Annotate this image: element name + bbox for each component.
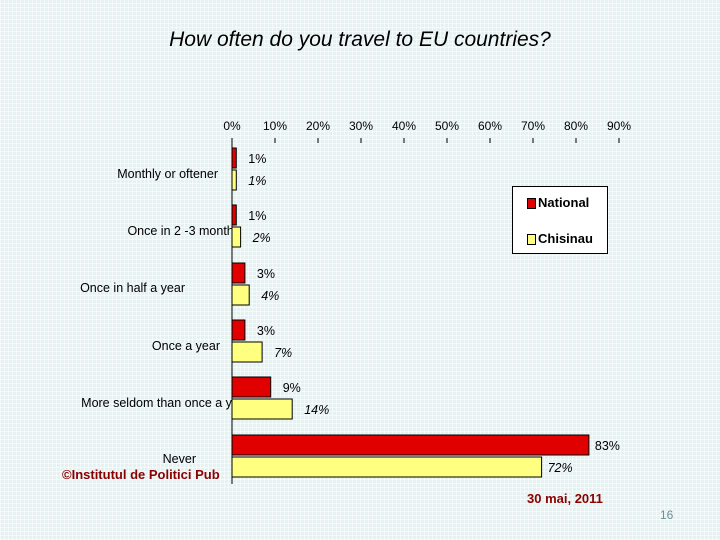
slide-title: How often do you travel to EU countries? — [169, 28, 551, 51]
data-label-chisinau: 1% — [248, 174, 266, 188]
x-tick-label: 80% — [564, 119, 588, 133]
category-label: Monthly or oftener — [117, 167, 218, 181]
x-tick-label: 70% — [521, 119, 545, 133]
legend-swatch-chisinau — [527, 234, 536, 245]
legend-label-national: National — [538, 195, 590, 210]
data-label-national: 3% — [257, 324, 275, 338]
x-tick-label: 20% — [306, 119, 330, 133]
bar-national — [231, 147, 237, 169]
category-label: Never — [163, 452, 196, 466]
x-tick-label: 30% — [349, 119, 373, 133]
footer-copyright: ©Institutul de Politici Pub — [62, 467, 220, 482]
bar-chisinau — [231, 456, 543, 478]
data-label-chisinau: 4% — [261, 289, 279, 303]
bar-chisinau — [231, 398, 293, 420]
category-label: More seldom than once a year — [81, 396, 250, 410]
legend-swatch-national — [527, 198, 536, 209]
data-label-national: 1% — [248, 152, 266, 166]
bar-chisinau — [231, 226, 242, 248]
data-label-chisinau: 14% — [304, 403, 329, 417]
category-label: Once in 2 -3 months — [127, 224, 240, 238]
bar-national — [231, 262, 246, 284]
data-label-national: 83% — [595, 439, 620, 453]
bar-chisinau — [231, 169, 237, 191]
x-tick-label: 40% — [392, 119, 416, 133]
data-label-national: 1% — [248, 209, 266, 223]
category-label: Once in half a year — [80, 281, 185, 295]
bar-national — [231, 376, 272, 398]
data-label-chisinau: 2% — [252, 231, 271, 245]
page-number: 16 — [660, 508, 674, 522]
chart-legend: National Chisinau — [512, 186, 608, 254]
x-tick-label: 0% — [223, 119, 241, 133]
bar-national — [231, 204, 237, 226]
bar-national — [231, 319, 246, 341]
data-label-chisinau: 72% — [548, 461, 573, 475]
legend-label-chisinau: Chisinau — [538, 231, 593, 246]
category-label: Once a year — [152, 339, 220, 353]
data-label-national: 9% — [283, 381, 301, 395]
x-tick-label: 60% — [478, 119, 502, 133]
data-label-chisinau: 7% — [274, 346, 292, 360]
bar-chisinau — [231, 341, 263, 363]
bar-national — [231, 434, 590, 456]
x-tick-label: 90% — [607, 119, 631, 133]
x-tick-label: 10% — [263, 119, 287, 133]
bar-chisinau — [231, 284, 250, 306]
x-tick-label: 50% — [435, 119, 459, 133]
data-label-national: 3% — [257, 267, 275, 281]
footer-date: 30 mai, 2011 — [527, 491, 603, 506]
